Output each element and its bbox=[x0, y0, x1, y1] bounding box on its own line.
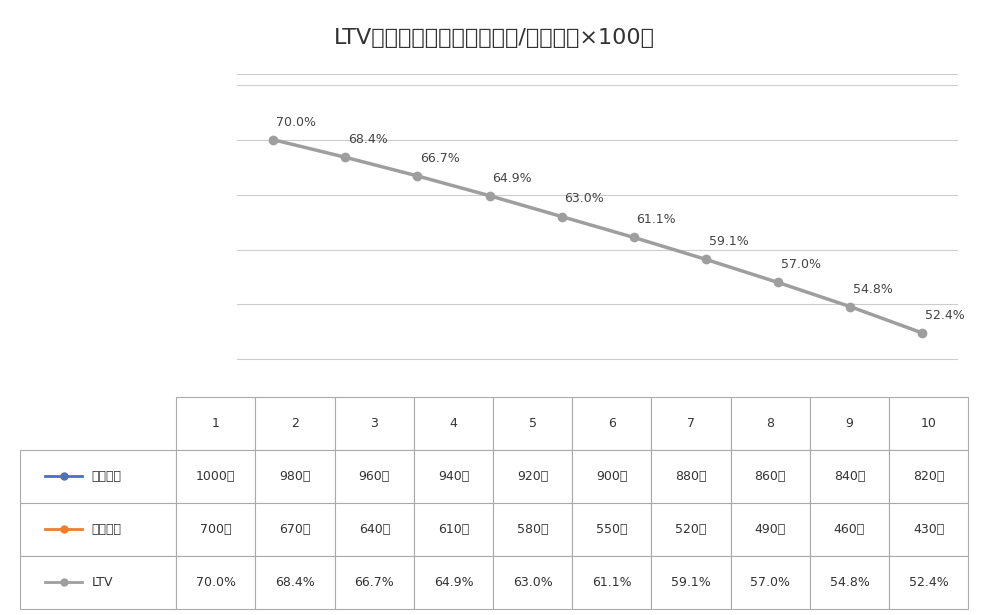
Text: 490万: 490万 bbox=[755, 523, 785, 536]
Bar bbox=[176, 503, 256, 556]
Bar bbox=[651, 556, 731, 609]
Text: 66.7%: 66.7% bbox=[420, 152, 460, 165]
Text: 550万: 550万 bbox=[596, 523, 627, 536]
Bar bbox=[572, 503, 651, 556]
Bar bbox=[335, 450, 414, 503]
Text: 59.1%: 59.1% bbox=[708, 236, 749, 248]
Text: 9: 9 bbox=[846, 417, 854, 430]
Text: 920万: 920万 bbox=[517, 470, 548, 483]
Text: 2: 2 bbox=[291, 417, 299, 430]
Text: 860万: 860万 bbox=[755, 470, 785, 483]
Text: LTV: LTV bbox=[92, 576, 114, 589]
Bar bbox=[889, 450, 968, 503]
Bar bbox=[731, 556, 810, 609]
Bar bbox=[651, 503, 731, 556]
Bar bbox=[731, 397, 810, 450]
Text: 1000万: 1000万 bbox=[197, 470, 235, 483]
Text: 460万: 460万 bbox=[834, 523, 865, 536]
Text: 820万: 820万 bbox=[913, 470, 945, 483]
Bar bbox=[414, 503, 493, 556]
Bar bbox=[889, 556, 968, 609]
Text: 640万: 640万 bbox=[359, 523, 390, 536]
Text: 57.0%: 57.0% bbox=[781, 258, 821, 271]
Text: 57.0%: 57.0% bbox=[750, 576, 790, 589]
Text: 借入残高: 借入残高 bbox=[92, 523, 122, 536]
Text: 64.9%: 64.9% bbox=[492, 172, 532, 184]
Text: 64.9%: 64.9% bbox=[434, 576, 473, 589]
Text: 700万: 700万 bbox=[201, 523, 231, 536]
Bar bbox=[572, 397, 651, 450]
Bar bbox=[256, 503, 335, 556]
Bar bbox=[493, 556, 572, 609]
Bar bbox=[256, 556, 335, 609]
Bar bbox=[414, 450, 493, 503]
Text: 52.4%: 52.4% bbox=[925, 309, 965, 322]
Bar bbox=[493, 503, 572, 556]
Bar bbox=[810, 397, 889, 450]
Text: 63.0%: 63.0% bbox=[513, 576, 552, 589]
Text: 54.8%: 54.8% bbox=[830, 576, 869, 589]
Bar bbox=[572, 556, 651, 609]
Bar bbox=[20, 450, 176, 503]
Text: 900万: 900万 bbox=[596, 470, 627, 483]
Text: 70.0%: 70.0% bbox=[276, 116, 316, 129]
Text: 3: 3 bbox=[370, 417, 378, 430]
Bar bbox=[810, 450, 889, 503]
Text: 6: 6 bbox=[608, 417, 616, 430]
Bar bbox=[335, 556, 414, 609]
Text: 63.0%: 63.0% bbox=[564, 192, 605, 205]
Text: 70.0%: 70.0% bbox=[196, 576, 236, 589]
Bar bbox=[256, 397, 335, 450]
Text: 610万: 610万 bbox=[438, 523, 469, 536]
Text: 940万: 940万 bbox=[438, 470, 469, 483]
Text: 66.7%: 66.7% bbox=[355, 576, 394, 589]
Bar bbox=[176, 397, 256, 450]
Text: 68.4%: 68.4% bbox=[276, 576, 315, 589]
Text: 59.1%: 59.1% bbox=[671, 576, 711, 589]
Text: 580万: 580万 bbox=[517, 523, 548, 536]
Text: 670万: 670万 bbox=[280, 523, 311, 536]
Bar bbox=[335, 503, 414, 556]
Text: 54.8%: 54.8% bbox=[853, 282, 893, 296]
Text: 10: 10 bbox=[921, 417, 937, 430]
Bar bbox=[335, 397, 414, 450]
Text: 52.4%: 52.4% bbox=[909, 576, 948, 589]
Text: 840万: 840万 bbox=[834, 470, 865, 483]
Bar bbox=[256, 450, 335, 503]
Bar bbox=[414, 397, 493, 450]
Bar bbox=[20, 556, 176, 609]
Text: LTV時系列グラフ（借入残高/物件価格×100）: LTV時系列グラフ（借入残高/物件価格×100） bbox=[334, 28, 654, 48]
Bar bbox=[572, 450, 651, 503]
Bar bbox=[493, 450, 572, 503]
Bar bbox=[651, 397, 731, 450]
Text: 5: 5 bbox=[529, 417, 536, 430]
Text: 980万: 980万 bbox=[280, 470, 311, 483]
Text: 4: 4 bbox=[450, 417, 457, 430]
Bar bbox=[651, 450, 731, 503]
Bar bbox=[493, 397, 572, 450]
Bar bbox=[810, 556, 889, 609]
Text: 物件価格: 物件価格 bbox=[92, 470, 122, 483]
Text: 430万: 430万 bbox=[913, 523, 945, 536]
Text: 61.1%: 61.1% bbox=[636, 213, 676, 226]
Bar bbox=[176, 450, 256, 503]
Text: 8: 8 bbox=[767, 417, 775, 430]
Bar bbox=[414, 556, 493, 609]
Bar bbox=[889, 503, 968, 556]
Text: 1: 1 bbox=[211, 417, 219, 430]
Text: 880万: 880万 bbox=[675, 470, 706, 483]
Bar bbox=[810, 503, 889, 556]
Text: 61.1%: 61.1% bbox=[592, 576, 631, 589]
Bar bbox=[20, 503, 176, 556]
Text: 68.4%: 68.4% bbox=[348, 133, 388, 146]
Bar bbox=[889, 397, 968, 450]
Bar bbox=[731, 450, 810, 503]
Bar bbox=[731, 503, 810, 556]
Text: 960万: 960万 bbox=[359, 470, 390, 483]
Bar bbox=[176, 556, 256, 609]
Text: 520万: 520万 bbox=[676, 523, 706, 536]
Text: 7: 7 bbox=[687, 417, 695, 430]
